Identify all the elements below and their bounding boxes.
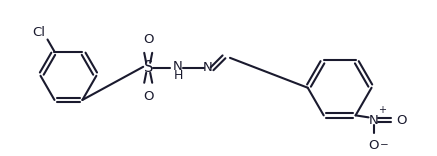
Text: O: O (143, 90, 153, 103)
Text: O: O (143, 33, 153, 46)
Text: N: N (203, 61, 213, 74)
Text: O: O (396, 114, 407, 127)
Text: H: H (173, 69, 183, 82)
Text: N: N (369, 114, 378, 127)
Text: +: + (378, 105, 387, 115)
Text: −: − (379, 140, 388, 150)
Text: N: N (173, 60, 183, 73)
Text: S: S (143, 60, 153, 75)
Text: Cl: Cl (32, 26, 45, 39)
Text: O: O (368, 139, 379, 152)
